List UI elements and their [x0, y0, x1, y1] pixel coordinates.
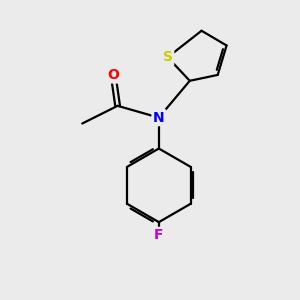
Text: F: F: [154, 228, 164, 242]
Text: S: S: [163, 50, 173, 64]
Text: O: O: [107, 68, 119, 82]
Text: N: N: [153, 111, 165, 124]
